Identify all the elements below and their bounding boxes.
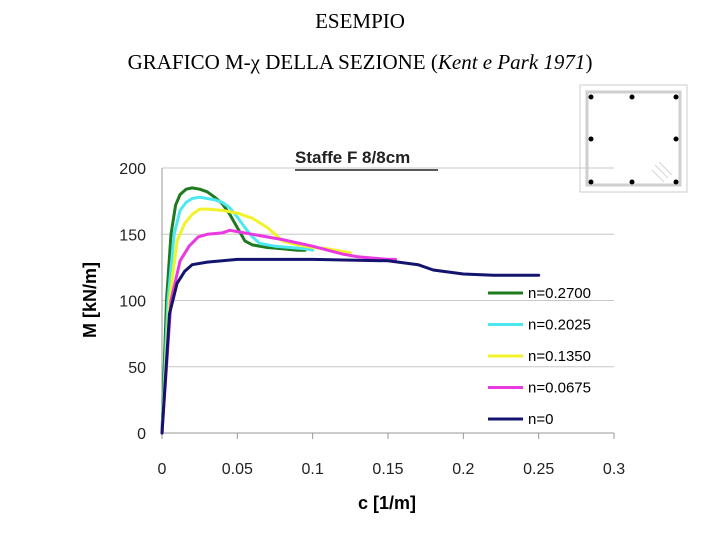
y-tick-label: 0 [137,426,146,443]
series-line [160,207,352,435]
rebar-dot [673,94,679,100]
chart-title: Staffe F 8/8cm [295,148,410,167]
legend-label: n=0.2700 [528,285,591,302]
legend-label: n=0.1350 [528,348,591,365]
y-tick-label: 150 [119,227,146,244]
section-stirrup [585,90,682,187]
x-tick-label: 0.15 [372,461,403,478]
rebar-dot [588,136,594,142]
y-tick-label: 200 [119,161,146,178]
series-line [160,228,397,435]
rebar-dot [673,136,679,142]
title-line-2-prefix: GRAFICO M-χ DELLA SEZIONE ( [127,50,438,74]
y-tick-label: 50 [128,360,146,377]
series-line [160,195,315,435]
slide-title-line-2: GRAFICO M-χ DELLA SEZIONE (Kent e Park 1… [0,50,720,75]
series-line [160,186,307,435]
section-outer-frame [579,84,688,193]
legend-label: n=0 [528,411,553,428]
title-line-2-italic: Kent e Park 1971 [437,50,586,74]
x-tick-label: 0.25 [523,461,554,478]
legend-label: n=0.2025 [528,317,591,334]
rebar-dot [629,179,635,185]
x-axis-title: c [1/m] [358,493,416,513]
x-tick-label: 0 [158,461,167,478]
rebar-dot [588,94,594,100]
section-sketch [579,84,688,193]
x-tick-label: 0.3 [603,461,625,478]
y-tick-label: 100 [119,294,146,311]
y-axis-title: M [kN/m] [80,262,100,338]
section-watermark-marks [651,161,673,183]
legend-label: n=0.0675 [528,380,591,397]
x-tick-label: 0.1 [302,461,324,478]
rebar-dot [629,94,635,100]
rebar-dot [588,179,594,185]
x-tick-label: 0.2 [452,461,474,478]
slide-title-line-1: ESEMPIO [315,9,405,33]
title-line-2-suffix: ) [585,50,593,74]
series-line [160,257,541,435]
rebar-dot [673,179,679,185]
x-tick-label: 0.05 [222,461,253,478]
plot-area: 0 50 100 150 200 0 0.05 0.1 0.15 0.2 0.25 0.3 n=0.27… [119,161,625,478]
